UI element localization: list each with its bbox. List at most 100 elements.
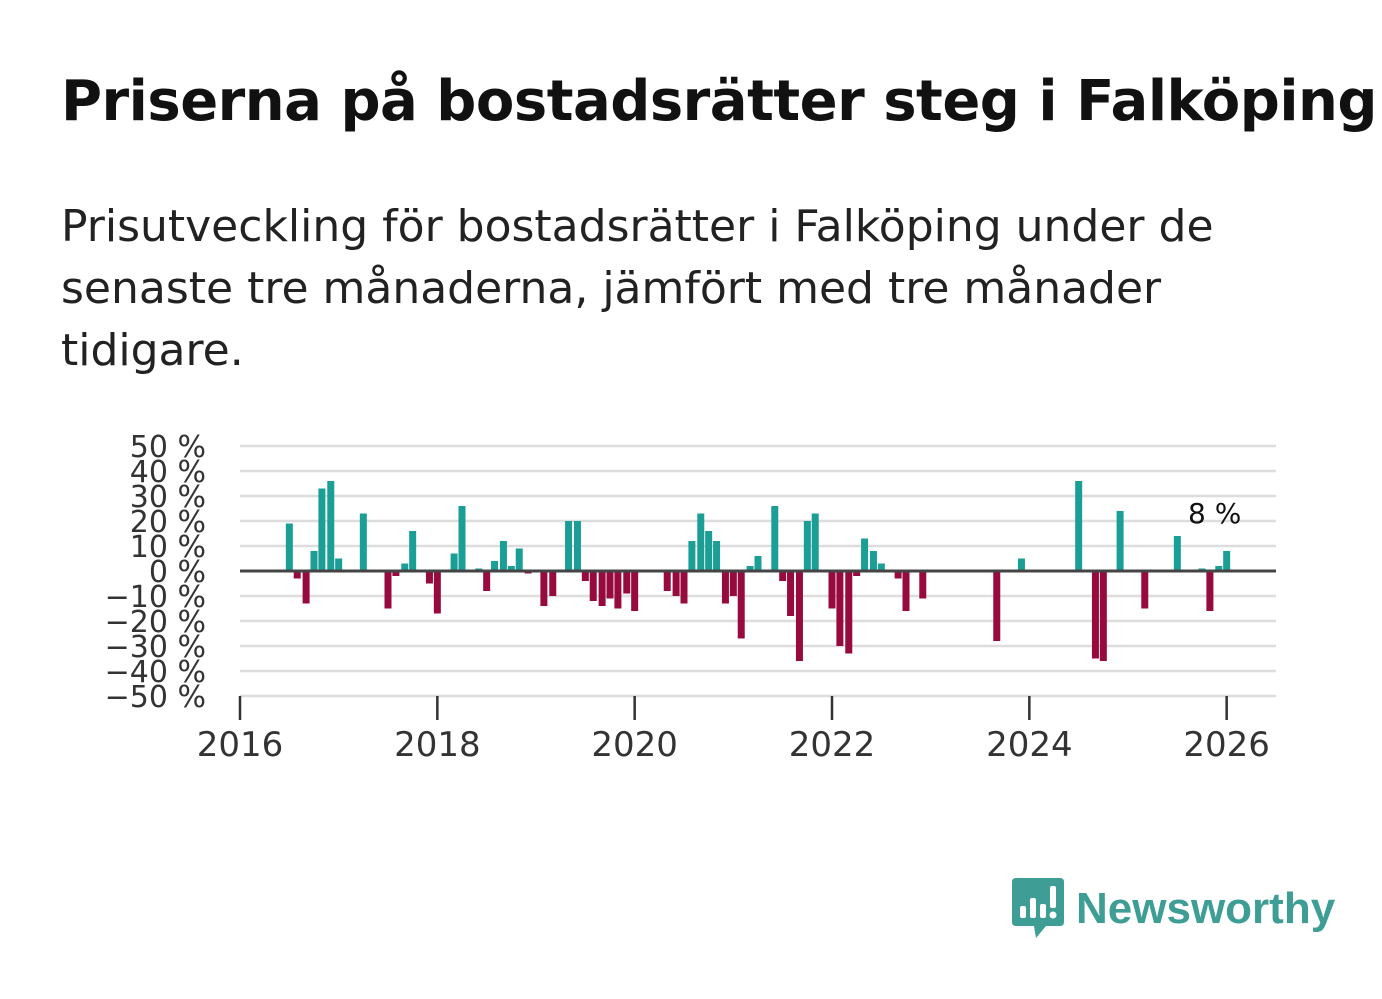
bar bbox=[1215, 566, 1223, 571]
y-tick-label: 30 % bbox=[130, 480, 206, 515]
bar bbox=[409, 531, 417, 571]
y-axis: 50 %40 %30 %20 %10 %0 %−10 %−20 %−30 %−4… bbox=[105, 430, 206, 715]
bar bbox=[746, 566, 754, 571]
bar bbox=[425, 571, 433, 584]
bar bbox=[680, 571, 688, 604]
bar bbox=[499, 541, 507, 571]
y-tick-label: −30 % bbox=[105, 630, 206, 665]
y-tick-label: 40 % bbox=[130, 455, 206, 490]
brand-name: Newsworthy bbox=[1076, 884, 1336, 933]
bar bbox=[869, 551, 877, 571]
bar bbox=[861, 538, 869, 571]
bar bbox=[1173, 536, 1181, 571]
bar bbox=[549, 571, 557, 596]
y-tick-label: 10 % bbox=[130, 530, 206, 565]
bar bbox=[919, 571, 927, 599]
bar bbox=[754, 556, 762, 571]
bar bbox=[540, 571, 548, 606]
chart-subtitle: Prisutveckling för bostadsrätter i Falkö… bbox=[61, 201, 1214, 376]
bar bbox=[1075, 481, 1083, 571]
bar bbox=[507, 566, 515, 571]
bar bbox=[713, 541, 721, 571]
bar bbox=[384, 571, 392, 609]
x-tick-label: 2024 bbox=[986, 725, 1073, 765]
y-tick-label: −50 % bbox=[105, 680, 206, 715]
bar bbox=[787, 571, 795, 616]
bar bbox=[845, 571, 853, 654]
bar bbox=[450, 553, 458, 571]
gridlines bbox=[240, 444, 1276, 698]
bar bbox=[1206, 571, 1214, 611]
bar bbox=[795, 571, 803, 661]
bar bbox=[327, 481, 335, 571]
bar bbox=[1116, 511, 1124, 571]
y-tick-label: 50 % bbox=[130, 430, 206, 465]
bar bbox=[483, 571, 491, 591]
bar bbox=[589, 571, 597, 601]
bar bbox=[672, 571, 680, 596]
y-tick-label: −10 % bbox=[105, 580, 206, 615]
y-tick-label: −20 % bbox=[105, 605, 206, 640]
bar bbox=[779, 571, 787, 581]
annotation-label: 8 % bbox=[1188, 497, 1241, 530]
x-tick-label: 2016 bbox=[197, 725, 284, 765]
bar bbox=[1099, 571, 1107, 661]
bar bbox=[894, 571, 902, 579]
bar bbox=[771, 506, 779, 571]
bar bbox=[729, 571, 737, 596]
bar-chart: 50 %40 %30 %20 %10 %0 %−10 %−20 %−30 %−4… bbox=[105, 430, 1276, 765]
bar bbox=[1091, 571, 1099, 659]
bar bbox=[614, 571, 622, 609]
bar bbox=[392, 571, 400, 576]
bar bbox=[359, 513, 367, 571]
y-tick-label: −40 % bbox=[105, 655, 206, 690]
bar bbox=[902, 571, 910, 611]
bar bbox=[515, 548, 523, 571]
bar bbox=[401, 563, 409, 571]
bar bbox=[1141, 571, 1149, 609]
bar bbox=[573, 521, 581, 571]
y-tick-label: 0 % bbox=[149, 555, 206, 590]
bar bbox=[285, 523, 293, 571]
bar bbox=[853, 571, 861, 576]
chart-title: Priserna på bostadsrätter steg i Falköpi… bbox=[61, 69, 1377, 134]
bar bbox=[737, 571, 745, 639]
bar bbox=[335, 558, 343, 571]
bar bbox=[433, 571, 441, 614]
bar bbox=[663, 571, 671, 591]
bar bbox=[697, 513, 705, 571]
bar bbox=[623, 571, 631, 594]
bar bbox=[811, 513, 819, 571]
bar bbox=[581, 571, 589, 581]
bar bbox=[631, 571, 639, 611]
bar bbox=[606, 571, 614, 599]
bar bbox=[877, 563, 885, 571]
bar bbox=[828, 571, 836, 609]
newsworthy-logo-icon bbox=[1012, 878, 1064, 938]
bar bbox=[565, 521, 573, 571]
bar bbox=[721, 571, 729, 604]
y-tick-label: 20 % bbox=[130, 505, 206, 540]
x-axis: 2016 2018 2020 2022 2024 2026 bbox=[197, 696, 1270, 765]
bar bbox=[993, 571, 1001, 641]
x-tick-label: 2018 bbox=[394, 725, 481, 765]
bar bbox=[293, 571, 301, 579]
bar bbox=[803, 521, 811, 571]
x-tick-label: 2020 bbox=[591, 725, 678, 765]
x-tick-label: 2026 bbox=[1183, 725, 1270, 765]
bars bbox=[285, 481, 1231, 661]
bar bbox=[688, 541, 696, 571]
bar bbox=[1223, 551, 1231, 571]
x-tick-label: 2022 bbox=[789, 725, 876, 765]
bar bbox=[1017, 558, 1025, 571]
bar bbox=[318, 488, 326, 571]
bar bbox=[491, 561, 499, 571]
bar bbox=[458, 506, 466, 571]
bar bbox=[310, 551, 318, 571]
bar bbox=[598, 571, 606, 606]
bar bbox=[705, 531, 713, 571]
bar bbox=[836, 571, 844, 646]
bar bbox=[302, 571, 310, 604]
annotation: 8 % bbox=[1188, 497, 1241, 530]
newsworthy-logo: Newsworthy bbox=[1010, 878, 1335, 940]
